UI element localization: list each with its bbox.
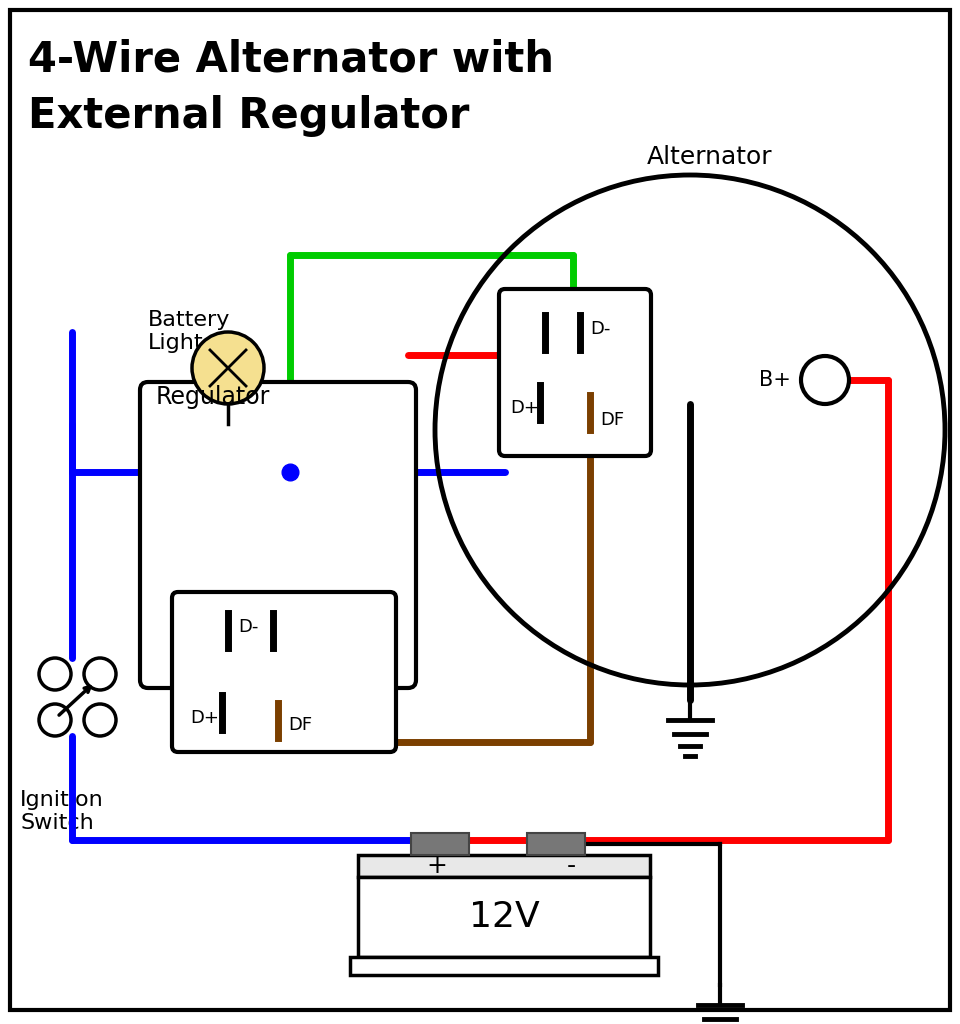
- Text: DF: DF: [288, 716, 312, 734]
- Text: Ignition
Switch: Ignition Switch: [20, 790, 104, 834]
- Circle shape: [192, 332, 264, 404]
- Text: D-: D-: [590, 319, 611, 338]
- Circle shape: [801, 356, 849, 404]
- Text: Battery
Light: Battery Light: [148, 310, 230, 353]
- Text: -: -: [566, 854, 576, 878]
- FancyBboxPatch shape: [411, 833, 468, 855]
- Text: D-: D-: [238, 618, 258, 636]
- Text: D+: D+: [190, 709, 219, 727]
- FancyBboxPatch shape: [527, 833, 586, 855]
- FancyBboxPatch shape: [172, 592, 396, 752]
- FancyBboxPatch shape: [358, 877, 650, 957]
- FancyBboxPatch shape: [358, 855, 650, 877]
- FancyBboxPatch shape: [140, 382, 416, 688]
- Text: 4-Wire Alternator with: 4-Wire Alternator with: [28, 38, 554, 80]
- Text: Alternator: Alternator: [647, 145, 773, 169]
- Text: B+: B+: [759, 370, 791, 390]
- Text: +: +: [426, 854, 447, 878]
- FancyBboxPatch shape: [499, 289, 651, 456]
- FancyBboxPatch shape: [350, 957, 658, 975]
- Text: 12V: 12V: [468, 900, 540, 934]
- Text: Regulator: Regulator: [156, 385, 271, 409]
- Text: DF: DF: [600, 411, 624, 429]
- Text: External Regulator: External Regulator: [28, 95, 469, 137]
- Text: D+: D+: [510, 399, 539, 417]
